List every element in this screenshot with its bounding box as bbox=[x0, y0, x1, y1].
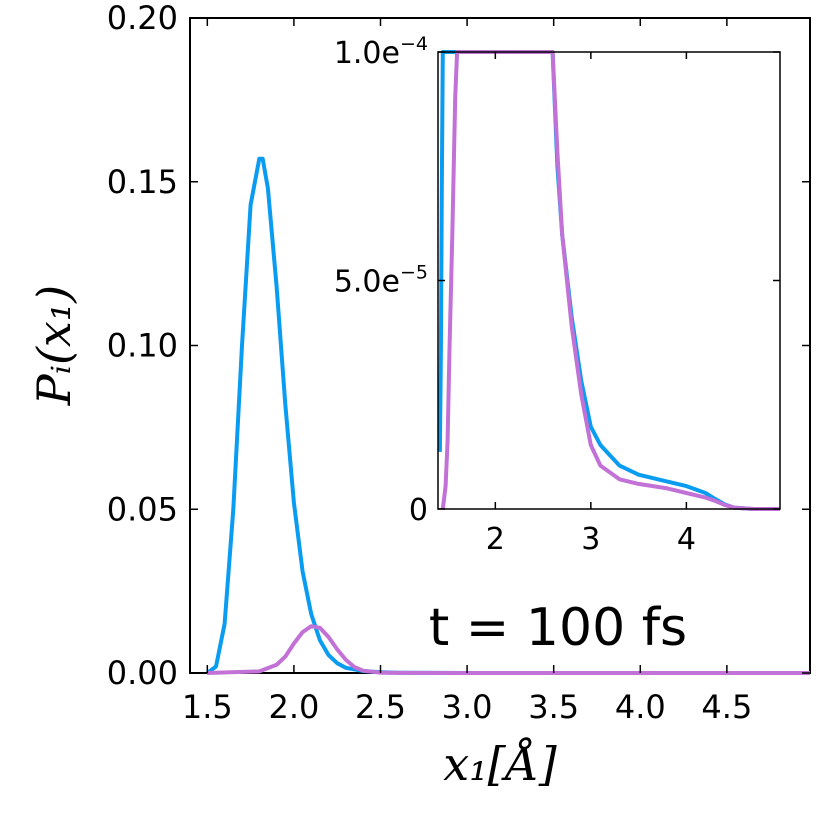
main-x-tick-label: 1.5 bbox=[182, 688, 233, 726]
main-y-tick-label: 0.15 bbox=[107, 163, 178, 201]
main-series-group bbox=[206, 156, 810, 675]
main-x-tick-label: 2.5 bbox=[355, 688, 406, 726]
main-x-tick-label: 3.5 bbox=[528, 688, 579, 726]
inset-x-tick-label: 2 bbox=[486, 522, 505, 557]
inset-series-line-1 bbox=[440, 50, 780, 511]
inset-y-tick-label: 5.0e−5 bbox=[334, 262, 428, 300]
y-axis-title: Pᵢ(x₁) bbox=[27, 285, 81, 406]
main-x-tick-label: 2.0 bbox=[268, 688, 319, 726]
inset-y-tick-label: 0 bbox=[409, 493, 428, 528]
main-series-line-1 bbox=[207, 624, 810, 675]
main-x-tick-label: 4.0 bbox=[615, 688, 666, 726]
inset-x-tick-label: 3 bbox=[581, 522, 600, 557]
main-x-tick-label: 4.5 bbox=[701, 688, 752, 726]
x-axis-title: x₁[Å] bbox=[443, 736, 557, 791]
main-y-tick-label: 0.10 bbox=[107, 327, 178, 365]
main-y-tick-label: 0.05 bbox=[107, 490, 178, 528]
inset-ticks-group: 2 3 4 0 5.0e−5 1.0e−4 bbox=[334, 33, 780, 557]
main-y-tick-label: 0.20 bbox=[107, 0, 178, 37]
inset-background bbox=[438, 52, 780, 509]
main-x-tick-label: 3.0 bbox=[442, 688, 493, 726]
main-ticks-group: 1.5 2.0 2.5 3.0 3.5 4.0 4.5 0.00 0.05 0.10 0.15 0.2… bbox=[107, 0, 810, 726]
time-annotation: t = 100 fs bbox=[429, 598, 687, 658]
inset-x-tick-label: 4 bbox=[677, 522, 696, 557]
main-y-tick-label: 0.00 bbox=[107, 654, 178, 692]
inset-y-tick-label: 1.0e−4 bbox=[334, 33, 428, 71]
